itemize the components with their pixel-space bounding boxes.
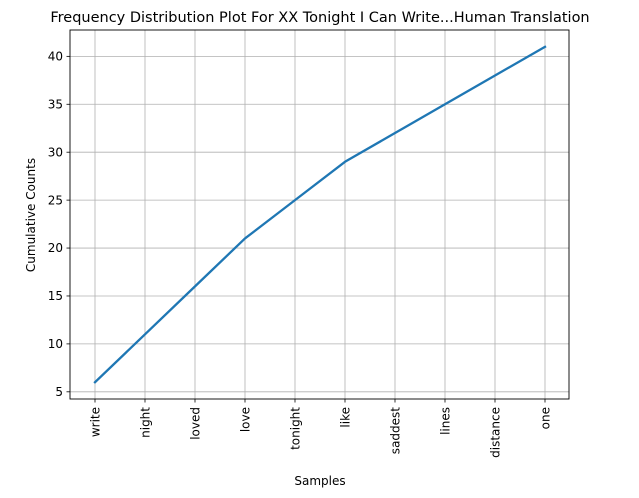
y-axis-label: Cumulative Counts (24, 158, 38, 272)
y-tick-label: 15 (48, 289, 63, 303)
y-axis: 5 10 15 20 25 30 35 40 (48, 50, 70, 399)
x-tick-label: distance (488, 407, 502, 458)
x-tick-label: like (338, 407, 352, 428)
x-tick-label: loved (188, 407, 202, 440)
x-tick-label: night (138, 407, 152, 438)
series-layer (93, 45, 547, 384)
y-tick-label: 20 (48, 241, 63, 255)
grid (70, 30, 569, 399)
x-axis: write night loved love tonight like saddest lin… (88, 399, 552, 458)
x-tick-label: one (538, 407, 552, 429)
y-tick-label: 35 (48, 97, 63, 111)
x-axis-label: Samples (294, 474, 345, 488)
x-tick-label: saddest (388, 407, 402, 454)
series-line (93, 45, 547, 384)
plot-area-frame (69, 29, 570, 400)
x-tick-label: lines (438, 407, 452, 435)
x-tick-label: love (238, 407, 252, 432)
y-tick-label: 30 (48, 145, 63, 159)
y-tick-label: 25 (48, 193, 63, 207)
y-tick-label: 5 (55, 385, 63, 399)
y-tick-label: 10 (48, 337, 63, 351)
y-tick-label: 40 (48, 50, 63, 64)
x-tick-label: write (88, 407, 102, 437)
chart-title: Frequency Distribution Plot For XX Tonig… (50, 10, 589, 26)
x-tick-label: tonight (288, 407, 302, 450)
